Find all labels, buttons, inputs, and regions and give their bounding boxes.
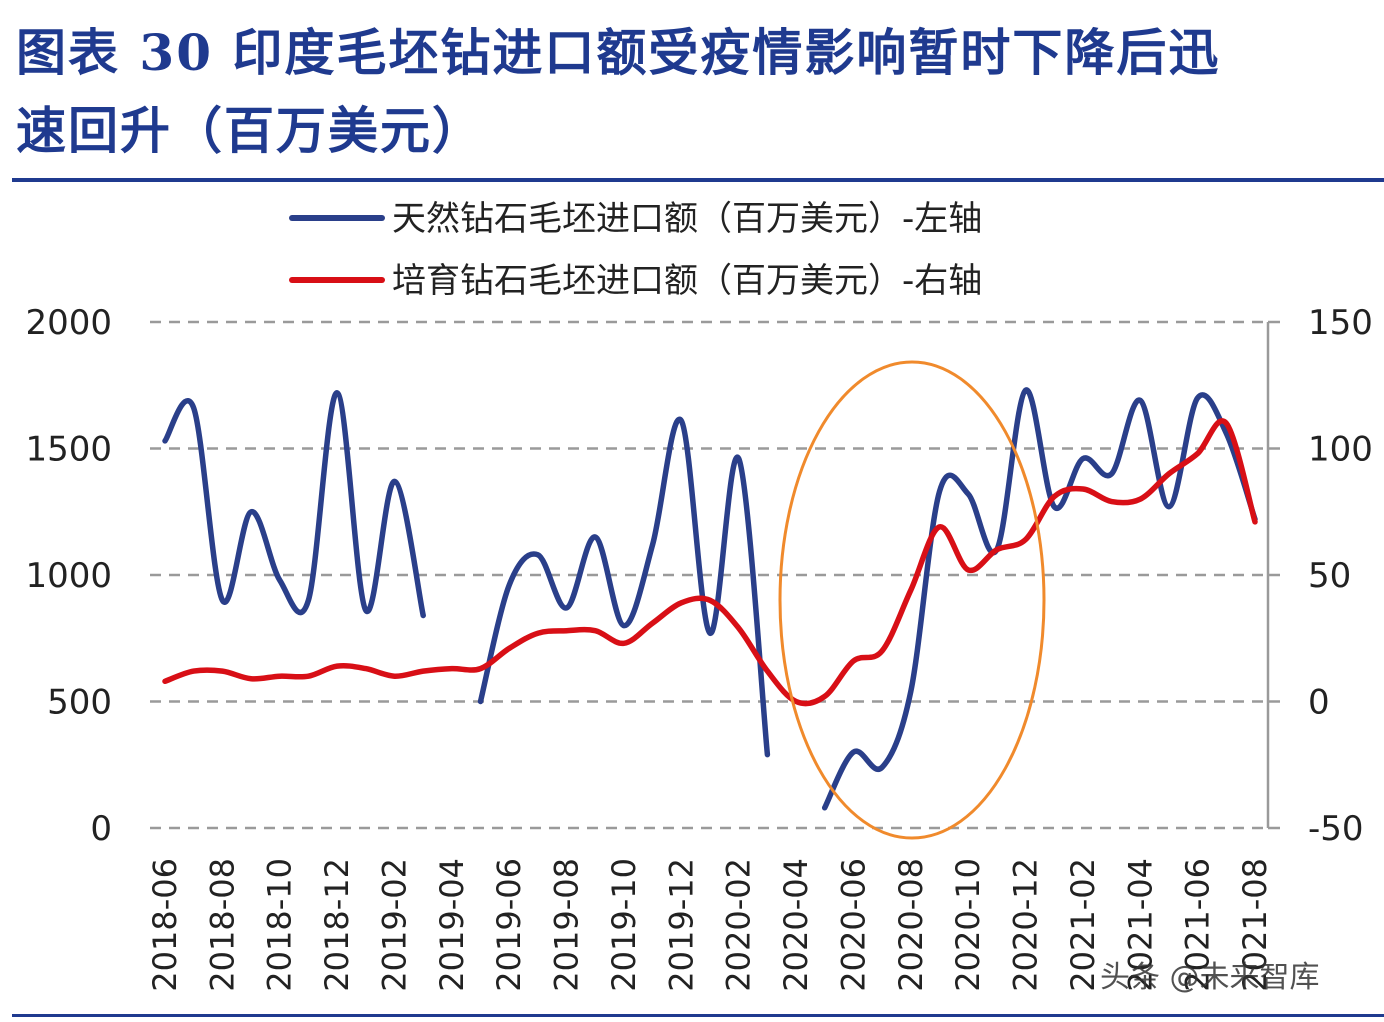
x-tick-label: 2018-10 (261, 858, 299, 992)
left-tick-label: 1500 (25, 430, 112, 470)
legend-label-natural: 天然钻石毛坯进口额（百万美元）-左轴 (392, 199, 982, 239)
x-tick-label: 2018-08 (203, 858, 241, 992)
axes: 2000 150 1500 100 1000 50 500 0 0 -50 2018-06 2018-… (25, 303, 1372, 992)
x-tick-label: 2019-12 (662, 858, 700, 992)
x-tick-label: 2018-12 (318, 858, 356, 992)
legend-label-lab: 培育钻石毛坯进口额（百万美元）-右轴 (392, 261, 982, 301)
x-tick-label: 2019-06 (490, 858, 528, 992)
watermark: 头条 @未来智库 (1100, 960, 1320, 995)
grid (150, 320, 1268, 830)
left-tick-label: 0 (90, 809, 112, 849)
x-tick-label: 2019-08 (548, 858, 586, 992)
x-tick-label: 2018-06 (146, 858, 184, 992)
right-tick-label: 150 (1308, 303, 1373, 343)
title-rule (12, 178, 1384, 182)
left-tick-label: 500 (47, 683, 112, 723)
x-tick-label: 2020-02 (720, 858, 758, 992)
x-tick-label: 2020-12 (1007, 858, 1045, 992)
series (162, 387, 1258, 811)
figure-title: 图表 30 印度毛坯钻进口额受疫情影响暂时下降后迅 速回升（百万美元） (16, 14, 1366, 170)
bottom-rule (12, 1014, 1384, 1017)
x-tick-label: 2021-04 (1121, 858, 1159, 992)
annotations (778, 360, 1046, 840)
x-tick-label: 2020-06 (834, 858, 872, 992)
left-tick-label: 1000 (25, 556, 112, 596)
highlight-ellipse (778, 360, 1046, 840)
left-tick-label: 2000 (25, 303, 112, 343)
series-line-lab (162, 418, 1258, 707)
x-tick-label: 2019-04 (433, 858, 471, 992)
x-tick-label: 2020-10 (949, 858, 987, 992)
series-line-natural (162, 387, 1258, 811)
right-tick-label: -50 (1308, 809, 1364, 849)
title-line-2: 速回升（百万美元） (16, 101, 484, 160)
right-tick-label: 100 (1308, 430, 1373, 470)
right-tick-label: 0 (1308, 683, 1330, 723)
x-tick-label: 2021-06 (1179, 858, 1217, 992)
x-tick-label: 2019-10 (605, 858, 643, 992)
x-tick-label: 2020-04 (777, 858, 815, 992)
x-tick-label: 2021-02 (1064, 858, 1102, 992)
title-line-1: 图表 30 印度毛坯钻进口额受疫情影响暂时下降后迅 (16, 23, 1221, 82)
x-tick-label: 2021-08 (1236, 858, 1274, 992)
x-tick-label: 2020-08 (892, 858, 930, 992)
x-tick-label: 2019-02 (375, 858, 413, 992)
right-tick-label: 50 (1308, 556, 1351, 596)
